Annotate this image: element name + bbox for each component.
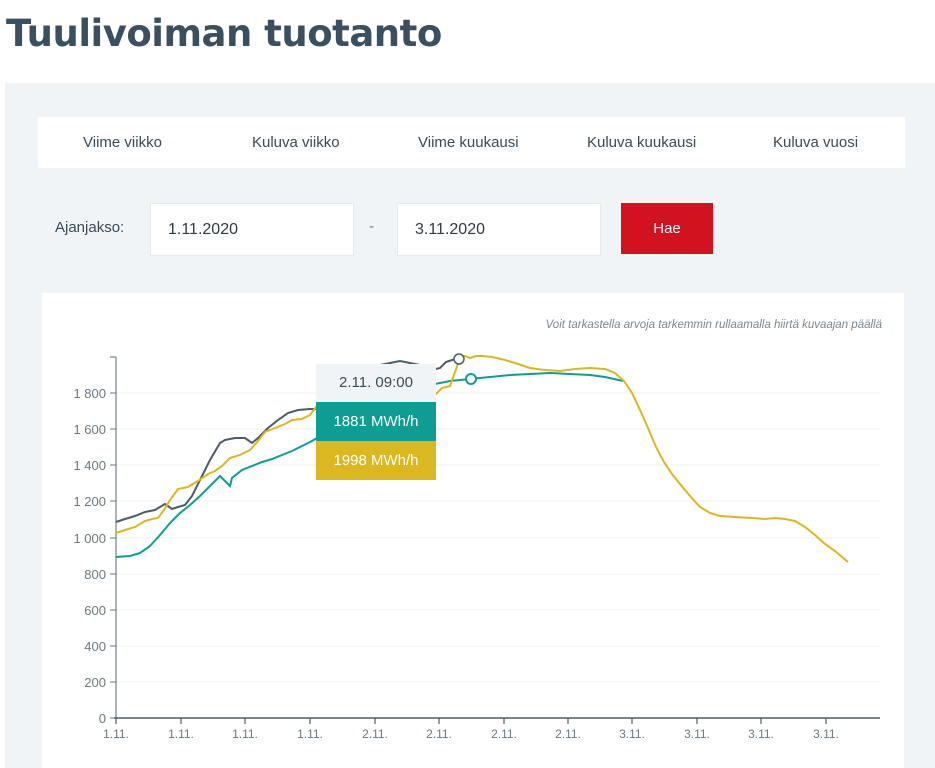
svg-text:800: 800	[84, 567, 106, 582]
svg-text:3.11.: 3.11.	[684, 727, 710, 741]
search-button[interactable]: Hae	[621, 203, 713, 254]
svg-text:1.11.: 1.11.	[297, 727, 323, 741]
series-teal-line	[115, 371, 624, 558]
gridlines	[116, 392, 880, 683]
tooltip-value-yellow: 1998 MWh/h	[316, 441, 436, 480]
start-date-input[interactable]: 1.11.2020	[150, 203, 354, 256]
tab-last-month[interactable]: Viime kuukausi	[418, 134, 519, 151]
svg-text:600: 600	[84, 603, 106, 618]
date-range-label: Ajanjakso:	[55, 219, 125, 236]
hover-marker-dark	[453, 353, 465, 365]
svg-text:1 000: 1 000	[73, 531, 106, 546]
chart-tooltip: 2.11. 09:00 1881 MWh/h 1998 MWh/h	[316, 364, 436, 480]
x-tick-labels: 1.11. 1.11. 1.11. 1.11. 2.11. 2.11. 2.11…	[103, 727, 839, 741]
svg-text:1.11.: 1.11.	[168, 727, 194, 741]
svg-text:3.11.: 3.11.	[748, 727, 774, 741]
svg-text:0: 0	[99, 711, 106, 726]
period-tabs: Viime viikko Kuluva viikko Viime kuukaus…	[38, 117, 905, 168]
chart-card: Voit tarkastella arvoja tarkemmin rullaa…	[42, 293, 904, 768]
end-date-input[interactable]: 3.11.2020	[397, 203, 601, 256]
series-yellow-line	[115, 354, 849, 563]
svg-text:1 200: 1 200	[73, 494, 106, 509]
svg-text:3.11.: 3.11.	[813, 727, 839, 741]
svg-text:400: 400	[84, 639, 106, 654]
svg-text:2.11.: 2.11.	[555, 727, 581, 741]
y-tick-labels: 0 200 400 600 800 1 000 1 200 1 400 1 60…	[73, 386, 106, 726]
svg-text:1 600: 1 600	[73, 422, 106, 437]
tab-last-week[interactable]: Viime viikko	[83, 134, 162, 151]
series-dark-line	[115, 358, 458, 523]
date-separator: -	[369, 218, 374, 235]
chart-hint: Voit tarkastella arvoja tarkemmin rullaa…	[545, 319, 882, 331]
svg-text:1 800: 1 800	[73, 386, 106, 401]
x-axis: 1.11. 1.11. 1.11. 1.11. 2.11. 2.11. 2.11…	[103, 717, 880, 741]
tooltip-value-teal: 1881 MWh/h	[316, 402, 436, 441]
svg-text:3.11.: 3.11.	[619, 727, 645, 741]
svg-text:1 400: 1 400	[73, 458, 106, 473]
page-title: Tuulivoiman tuotanto	[6, 12, 442, 55]
tooltip-time: 2.11. 09:00	[316, 364, 436, 402]
svg-text:1.11.: 1.11.	[232, 727, 258, 741]
svg-text:1.11.: 1.11.	[103, 727, 129, 741]
y-axis: 0 200 400 600 800 1 000 1 200 1 400 1 60…	[73, 356, 117, 726]
svg-text:2.11.: 2.11.	[362, 727, 388, 741]
tab-current-year[interactable]: Kuluva vuosi	[773, 134, 859, 151]
tab-current-month[interactable]: Kuluva kuukausi	[587, 134, 697, 151]
svg-text:200: 200	[84, 675, 106, 690]
svg-text:2.11.: 2.11.	[426, 727, 452, 741]
tab-current-week[interactable]: Kuluva viikko	[252, 134, 340, 151]
hover-marker-teal	[465, 373, 477, 385]
svg-text:2.11.: 2.11.	[491, 727, 517, 741]
